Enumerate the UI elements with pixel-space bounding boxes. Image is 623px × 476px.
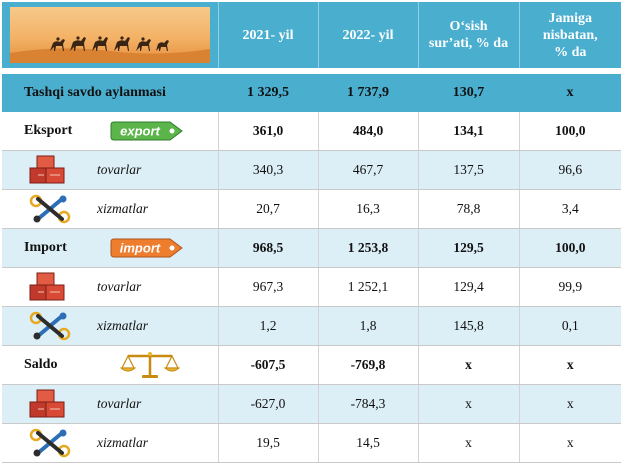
boxes-icon bbox=[29, 272, 65, 301]
cell-2022: 467,7 bbox=[318, 150, 419, 190]
row-label-cell: Import import bbox=[2, 228, 219, 268]
cell-2021: -607,5 bbox=[218, 345, 319, 385]
cell-share: 99,9 bbox=[519, 267, 621, 307]
cell-2022: 1 253,8 bbox=[318, 228, 419, 268]
table-row: Saldo -607,5 -769,8 x x bbox=[2, 345, 621, 385]
cell-growth: 134,1 bbox=[418, 112, 520, 151]
export-tag-icon: export bbox=[110, 121, 183, 141]
table-row: Import import 968,5 1 253,8 129,5 100,0 bbox=[2, 228, 621, 268]
boxes-icon bbox=[29, 389, 65, 418]
header-spacer bbox=[2, 68, 621, 74]
header-image-cell bbox=[2, 2, 219, 68]
table-row: Tashqi savdo aylanmasi 1 329,5 1 737,9 1… bbox=[2, 74, 621, 112]
row-label-cell: Saldo bbox=[2, 345, 219, 385]
boxes-icon bbox=[29, 155, 65, 184]
table-row: tovarlar -627,0 -784,3 x x bbox=[2, 384, 621, 424]
tools-gears-icon bbox=[29, 428, 71, 458]
cell-share: x bbox=[519, 384, 621, 424]
table-row: Eksport export 361,0 484,0 134,1 100,0 bbox=[2, 112, 621, 151]
cell-2021: 967,3 bbox=[218, 267, 319, 307]
cell-2021: 361,0 bbox=[218, 112, 319, 151]
row-label: Eksport bbox=[24, 123, 73, 138]
row-label: xizmatlar bbox=[97, 201, 149, 216]
header-growth-line1: O‘sish bbox=[449, 19, 488, 34]
cell-2021: 1,2 bbox=[218, 306, 319, 346]
cell-2021: 340,3 bbox=[218, 150, 319, 190]
cell-share: 0,1 bbox=[519, 306, 621, 346]
row-label-cell: xizmatlar bbox=[2, 423, 219, 463]
cell-2021: 968,5 bbox=[218, 228, 319, 268]
row-label: Import bbox=[24, 240, 67, 255]
cell-2021: -627,0 bbox=[218, 384, 319, 424]
row-label: tovarlar bbox=[97, 396, 142, 411]
cell-growth: 129,5 bbox=[418, 228, 520, 268]
header-share: Jamiga nisbatan, % da bbox=[519, 2, 621, 68]
header-share-line1: Jamiga bbox=[548, 10, 593, 26]
cell-2022: 1,8 bbox=[318, 306, 419, 346]
table-row: xizmatlar 20,7 16,3 78,8 3,4 bbox=[2, 189, 621, 229]
row-label-cell: xizmatlar bbox=[2, 306, 219, 346]
export-badge-text: export bbox=[120, 124, 160, 139]
row-label: tovarlar bbox=[97, 162, 142, 177]
cell-growth: 145,8 bbox=[418, 306, 520, 346]
cell-2021: 20,7 bbox=[218, 189, 319, 229]
cell-share: 96,6 bbox=[519, 150, 621, 190]
row-label-cell: tovarlar bbox=[2, 384, 219, 424]
row-label: xizmatlar bbox=[97, 435, 149, 450]
cell-2021: 19,5 bbox=[218, 423, 319, 463]
cell-share: x bbox=[519, 74, 621, 112]
cell-growth: x bbox=[418, 423, 520, 463]
tools-gears-icon bbox=[29, 311, 71, 341]
table-row: tovarlar 340,3 467,7 137,5 96,6 bbox=[2, 150, 621, 190]
cell-2022: 14,5 bbox=[318, 423, 419, 463]
header-growth-line2: sur’ati, % da bbox=[428, 36, 509, 51]
cell-2022: -769,8 bbox=[318, 345, 419, 385]
tools-gears-icon bbox=[29, 194, 71, 224]
row-label: Saldo bbox=[24, 357, 58, 372]
row-label-cell: tovarlar bbox=[2, 150, 219, 190]
cell-share: 100,0 bbox=[519, 112, 621, 151]
header-share-line2: nisbatan, bbox=[542, 27, 598, 43]
header-2021: 2021- yil bbox=[218, 2, 319, 68]
cell-2022: 1 737,9 bbox=[318, 74, 418, 112]
cell-2022: 1 252,1 bbox=[318, 267, 419, 307]
cell-growth: 130,7 bbox=[418, 74, 519, 112]
cell-growth: 137,5 bbox=[418, 150, 520, 190]
table-row: xizmatlar 1,2 1,8 145,8 0,1 bbox=[2, 306, 621, 346]
import-tag-icon: import bbox=[110, 238, 183, 258]
cell-share: x bbox=[519, 345, 621, 385]
header-row: 2021- yil 2022- yil O‘sish sur’ati, % da… bbox=[2, 2, 621, 68]
header-2022: 2022- yil bbox=[318, 2, 419, 68]
cell-2022: 484,0 bbox=[318, 112, 419, 151]
cell-2022: -784,3 bbox=[318, 384, 419, 424]
table-row: tovarlar 967,3 1 252,1 129,4 99,9 bbox=[2, 267, 621, 307]
table-row: xizmatlar 19,5 14,5 x x bbox=[2, 423, 621, 463]
row-label: xizmatlar bbox=[97, 318, 149, 333]
row-label: tovarlar bbox=[97, 279, 142, 294]
header-growth: O‘sish sur’ati, % da bbox=[418, 2, 520, 68]
cell-share: 100,0 bbox=[519, 228, 621, 268]
cell-2021: 1 329,5 bbox=[218, 74, 318, 112]
cell-share: x bbox=[519, 423, 621, 463]
cell-share: 3,4 bbox=[519, 189, 621, 229]
cell-growth: x bbox=[418, 345, 520, 385]
cell-growth: 78,8 bbox=[418, 189, 520, 229]
cell-growth: 129,4 bbox=[418, 267, 520, 307]
row-label-cell: Eksport export bbox=[2, 112, 219, 151]
import-badge-text: import bbox=[120, 241, 161, 256]
row-label: Tashqi savdo aylanmasi bbox=[2, 74, 218, 112]
row-label-cell: tovarlar bbox=[2, 267, 219, 307]
header-share-line3: % da bbox=[554, 44, 587, 60]
foreign-trade-table: 2021- yil 2022- yil O‘sish sur’ati, % da… bbox=[2, 2, 621, 463]
balance-scale-icon bbox=[120, 352, 180, 378]
desert-caravan-banner-icon bbox=[9, 7, 210, 63]
row-label-cell: xizmatlar bbox=[2, 189, 219, 229]
cell-growth: x bbox=[418, 384, 520, 424]
cell-2022: 16,3 bbox=[318, 189, 419, 229]
